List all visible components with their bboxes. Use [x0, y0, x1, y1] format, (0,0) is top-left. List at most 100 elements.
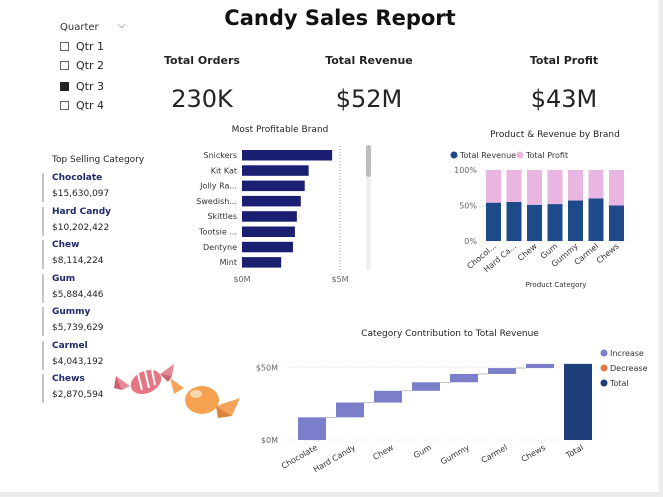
checkbox[interactable]	[60, 100, 69, 110]
bar-profit	[527, 170, 542, 205]
bar-revenue	[506, 201, 522, 241]
orange-candy-icon	[170, 378, 240, 418]
tick-label: Chews	[520, 443, 547, 464]
pink-candy-icon	[114, 364, 174, 395]
bar	[242, 211, 297, 222]
chart-title-category-contribution: Category Contribution to Total Revenue	[361, 329, 539, 339]
category-name: Chews	[52, 374, 85, 384]
category-name: Hard Candy	[52, 206, 112, 217]
bar-revenue	[527, 204, 542, 241]
category-revenue: $5,739,629	[52, 323, 104, 333]
bar-increase	[450, 373, 478, 383]
category-revenue: $10,202,422	[52, 222, 110, 233]
tick-label: Chew	[371, 443, 395, 462]
bar-profit	[506, 170, 522, 202]
kpi-profit-value: $43M	[530, 85, 598, 113]
slicer-option-qtr4[interactable]: Qtr 4	[60, 97, 104, 113]
legend-label: Total Revenue	[459, 151, 516, 160]
product-revenue-chart[interactable]: Total Revenue Total Profit0%50%100%Chocol…	[440, 145, 640, 295]
tick-label: Kit Kat	[211, 166, 237, 175]
bar	[242, 150, 333, 161]
kpi-revenue-label: Total Revenue	[325, 54, 413, 67]
report-title: Candy Sales Report	[224, 6, 456, 30]
tick-label: Hard Candy	[312, 443, 357, 474]
category-name: Gum	[52, 273, 76, 284]
tick-label: $0M	[261, 436, 278, 445]
bar	[242, 195, 301, 207]
right-edge-strip	[659, 0, 663, 497]
slicer-option-qtr3[interactable]: Qtr 3	[60, 78, 104, 94]
bar-total	[564, 363, 592, 440]
bar-increase	[336, 402, 364, 418]
kpi-orders-value: 230K	[171, 85, 233, 113]
top-selling-title: Top Selling Category	[52, 155, 145, 165]
category-revenue: $15,630,097	[52, 189, 110, 199]
category-name: Gummy	[52, 307, 91, 317]
bar-profit	[609, 170, 624, 206]
bar-revenue	[568, 200, 583, 241]
bar-increase	[526, 363, 554, 369]
tick-label: 100%	[454, 166, 477, 175]
category-name: Chocolate	[52, 173, 103, 183]
tick-label: Total	[563, 443, 585, 461]
chart-title-profitable-brand: Most Profitable Brand	[231, 125, 329, 135]
bar-increase	[298, 417, 326, 440]
slicer-option-label: Qtr 3	[76, 79, 104, 93]
checkbox[interactable]	[60, 60, 69, 70]
legend-marker	[450, 151, 458, 159]
bar-profit	[568, 170, 583, 201]
list-item-accent	[42, 240, 44, 269]
legend-label: Total Profit	[525, 151, 568, 160]
tick-label: Jolly Ra...	[199, 182, 237, 191]
category-revenue: $4,043,192	[52, 356, 104, 367]
list-item-accent	[42, 173, 44, 202]
list-item-accent	[42, 273, 44, 303]
legend-label: Decrease	[610, 364, 648, 373]
axis-label: Product Category	[526, 281, 587, 289]
kpi-profit-label: Total Profit	[529, 54, 599, 67]
tick-label: Gummy	[439, 443, 471, 467]
category-revenue: $8,114,224	[52, 256, 104, 266]
slicer-option-label: Qtr 2	[76, 58, 104, 72]
tick-label: Swedish...	[196, 197, 237, 206]
tick-label: Chew	[516, 241, 539, 262]
kpi-revenue-value: $52M	[335, 85, 403, 113]
tick-label: 0%	[464, 237, 477, 246]
bar-increase	[412, 382, 440, 391]
bar	[242, 165, 309, 176]
profitable-brand-chart[interactable]: Snickers Kit Kat Jolly Ra... Swedish... Skit…	[190, 138, 370, 288]
kpi-orders-label: Total Orders	[164, 54, 240, 67]
bar	[242, 180, 305, 192]
bar-revenue	[588, 198, 604, 241]
bar-revenue	[547, 204, 563, 241]
tick-label: Tootsie ...	[198, 228, 237, 237]
bar-increase	[488, 368, 516, 374]
checkbox-checked[interactable]	[60, 81, 69, 91]
list-item-accent	[42, 340, 44, 370]
scrollbar-track[interactable]	[366, 145, 371, 270]
legend-marker	[600, 349, 608, 357]
bar	[242, 226, 295, 237]
chevron-down-icon[interactable]: ⌵	[118, 20, 126, 31]
tick-label: Dentyne	[203, 243, 237, 252]
tick-label: 50%	[459, 202, 477, 211]
legend-marker	[516, 151, 524, 159]
tick-label: $5M	[331, 275, 348, 284]
checkbox[interactable]	[60, 41, 69, 51]
bar-revenue	[486, 202, 501, 241]
list-item-accent	[42, 307, 44, 336]
tick-label: Mint	[220, 258, 237, 267]
category-name: Chew	[52, 240, 80, 250]
scrollbar-thumb[interactable]	[366, 145, 371, 177]
tick-label: $50M	[256, 364, 278, 373]
candy-illustration	[114, 364, 240, 418]
slicer-option-label: Qtr 4	[76, 98, 104, 112]
chart-title-product-revenue: Product & Revenue by Brand	[490, 130, 620, 140]
legend-label: Increase	[610, 349, 644, 358]
slicer-option-qtr1[interactable]: Qtr 1	[60, 38, 104, 54]
category-name: Carmel	[52, 340, 88, 351]
bar	[242, 241, 293, 253]
slicer-option-qtr2[interactable]: Qtr 2	[60, 57, 104, 73]
tick-label: $0M	[233, 275, 250, 284]
